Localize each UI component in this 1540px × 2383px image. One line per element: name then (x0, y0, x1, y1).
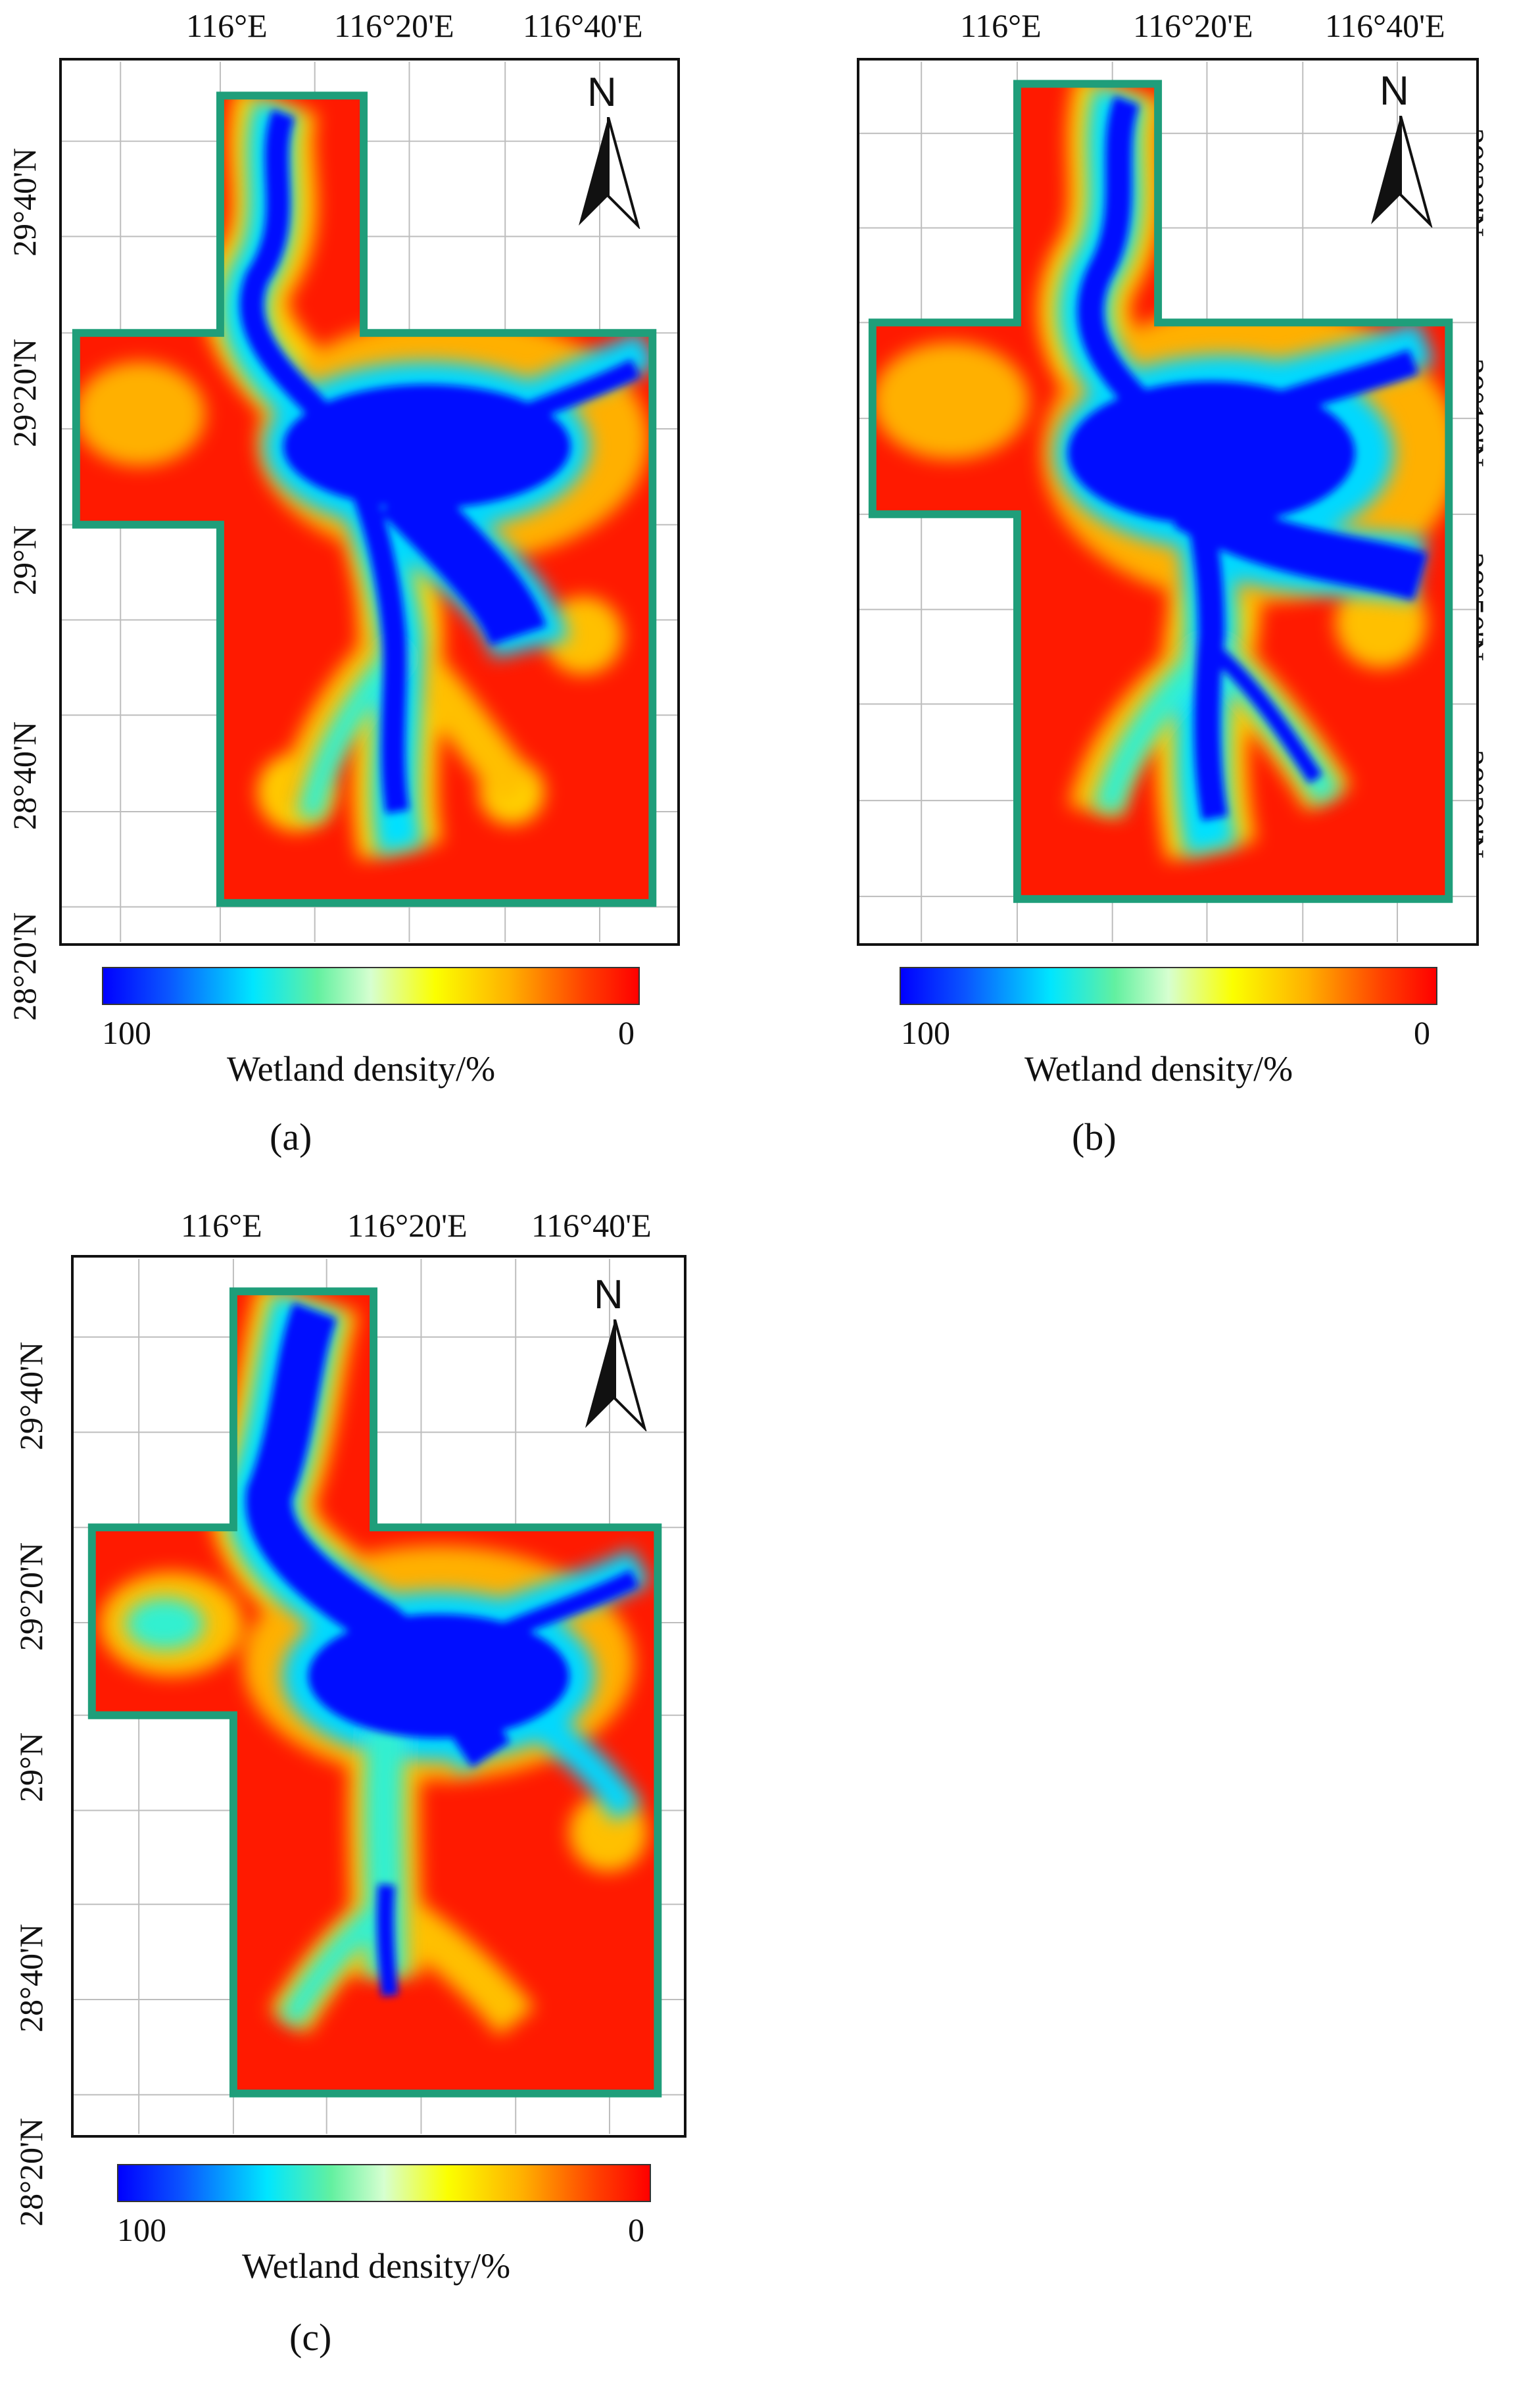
panel-caption: (c) (289, 2316, 332, 2359)
north-arrow: N (579, 1275, 651, 1433)
lon-label: 116°20'E (334, 7, 454, 44)
lat-label: 28°20'N (12, 2117, 49, 2226)
study-area-boundary (868, 80, 1453, 903)
colorbar-title: Wetland density/% (227, 1049, 496, 1089)
colorbar-max-label: 0 (618, 1014, 635, 1051)
north-label: N (594, 1272, 623, 1317)
colorbar (117, 2164, 651, 2202)
colorbar-max-label: 0 (1414, 1014, 1430, 1051)
colorbar-max-label: 0 (628, 2211, 644, 2248)
lat-label: 29°N (6, 525, 43, 595)
lon-label: 116°20'E (1133, 7, 1253, 44)
lon-label: 116°40'E (531, 1207, 652, 1244)
map-frame (857, 58, 1479, 946)
lat-label: 29°20'N (12, 1542, 49, 1651)
wetland-density-map (62, 61, 677, 943)
north-arrow-icon (1371, 116, 1433, 228)
lat-label: 29°40'N (12, 1341, 49, 1450)
lat-label: 28°40'N (6, 721, 43, 830)
north-arrow-icon (579, 117, 640, 229)
colorbar-min-label: 100 (117, 2211, 166, 2248)
study-area-boundary (72, 91, 657, 907)
lat-label: 29°40'N (6, 147, 43, 257)
north-label: N (587, 70, 617, 115)
lon-label: 116°40'E (1325, 7, 1445, 44)
map-frame (59, 58, 680, 946)
lon-label: 116°40'E (523, 7, 643, 44)
lon-label: 116°E (181, 1207, 262, 1244)
lon-label: 116°20'E (347, 1207, 468, 1244)
wetland-density-map (859, 61, 1476, 943)
panel-caption: (b) (1072, 1116, 1117, 1158)
colorbar (900, 967, 1437, 1005)
study-area-boundary (87, 1287, 662, 2098)
lat-label: 28°40'N (12, 1923, 49, 2032)
lon-label: 116°E (960, 7, 1042, 44)
colorbar-title: Wetland density/% (242, 2246, 511, 2286)
north-arrow: N (572, 72, 644, 230)
north-label: N (1380, 68, 1409, 114)
lat-label: 28°20'N (6, 912, 43, 1021)
wetland-density-map (74, 1258, 684, 2134)
colorbar-min-label: 100 (901, 1014, 950, 1051)
colorbar-min-label: 100 (102, 1014, 151, 1051)
colorbar (102, 967, 640, 1005)
north-arrow-icon (585, 1319, 647, 1431)
map-frame (71, 1255, 686, 2138)
panel-caption: (a) (270, 1116, 312, 1158)
lon-label: 116°E (186, 7, 268, 44)
colorbar-title: Wetland density/% (1024, 1049, 1293, 1089)
lat-label: 29°20'N (6, 338, 43, 447)
north-arrow: N (1364, 71, 1437, 229)
lat-label: 29°N (12, 1732, 49, 1802)
